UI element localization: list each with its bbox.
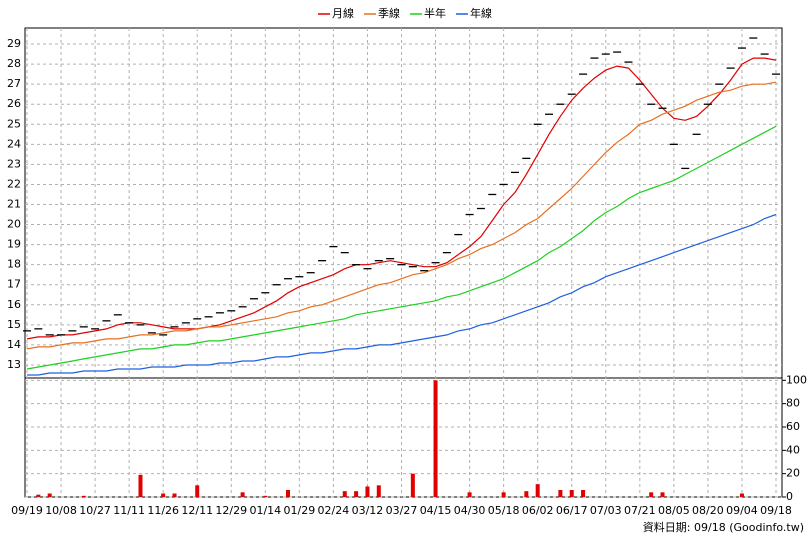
x-tick-label: 02/24 xyxy=(318,504,350,517)
y-tick-label: 13 xyxy=(7,358,21,371)
x-tick-label: 08/05 xyxy=(658,504,690,517)
y-tick-label: 29 xyxy=(7,37,21,50)
y2-tick-label: 0 xyxy=(786,490,793,503)
volume-bar xyxy=(286,490,291,497)
y-tick-label: 25 xyxy=(7,117,21,130)
volume-bar xyxy=(581,490,586,497)
x-tick-label: 07/03 xyxy=(590,504,622,517)
volume-bar xyxy=(354,491,359,497)
volume-bar xyxy=(410,473,415,497)
x-tick-label: 12/11 xyxy=(181,504,213,517)
ma-line xyxy=(26,81,777,350)
x-tick-label: 11/26 xyxy=(147,504,179,517)
volume-bar xyxy=(649,492,654,497)
y2-tick-label: 60 xyxy=(786,420,800,433)
y-tick-label: 21 xyxy=(7,198,21,211)
ma-line xyxy=(26,57,777,340)
y-tick-label: 15 xyxy=(7,318,21,331)
x-tick-label: 03/27 xyxy=(386,504,418,517)
x-tick-label: 05/18 xyxy=(488,504,520,517)
x-tick-label: 03/12 xyxy=(352,504,384,517)
volume-bar xyxy=(81,495,86,497)
y-tick-label: 28 xyxy=(7,57,21,70)
volume-bar xyxy=(342,491,347,497)
legend-label: 年線 xyxy=(470,6,492,20)
y-tick-label: 19 xyxy=(7,238,21,251)
footer: 資料日期: 09/18 (Goodinfo.tw) xyxy=(643,520,804,534)
volume-bar xyxy=(660,492,665,497)
volume-bar xyxy=(535,484,540,497)
x-tick-label: 11/11 xyxy=(113,504,145,517)
volume-bar xyxy=(240,492,245,497)
y-tick-label: 26 xyxy=(7,97,21,110)
x-tick-label: 09/04 xyxy=(726,504,758,517)
volume-bar xyxy=(501,492,506,497)
y-tick-label: 16 xyxy=(7,298,21,311)
volume-bar xyxy=(739,493,744,497)
legend-label: 半年 xyxy=(424,6,446,20)
volume-bar xyxy=(467,492,472,497)
volume-bar xyxy=(558,490,563,497)
volume-bar xyxy=(524,491,529,497)
volume-bar xyxy=(263,495,268,497)
x-tick-label: 08/20 xyxy=(692,504,724,517)
volume-bar xyxy=(36,494,41,497)
y-tick-label: 23 xyxy=(7,157,21,170)
y2-tick-label: 20 xyxy=(786,467,800,480)
x-tick-label: 01/29 xyxy=(284,504,316,517)
x-tick-label: 09/18 xyxy=(760,504,792,517)
y2-tick-label: 80 xyxy=(786,397,800,410)
x-tick-label: 04/30 xyxy=(454,504,486,517)
y-tick-label: 14 xyxy=(7,338,21,351)
y2-tick-label: 40 xyxy=(786,443,800,456)
y-tick-label: 20 xyxy=(7,218,21,231)
volume-bar xyxy=(161,493,166,497)
volume-bar xyxy=(376,485,381,497)
x-tick-label: 01/14 xyxy=(249,504,281,517)
volume-bar xyxy=(195,485,200,497)
volume-bar xyxy=(433,380,438,497)
volume-bar xyxy=(138,474,143,497)
legend-label: 月線 xyxy=(332,6,354,20)
volume-bar xyxy=(365,486,370,497)
volume-bar xyxy=(172,493,177,497)
x-tick-label: 06/02 xyxy=(522,504,554,517)
x-tick-label: 07/21 xyxy=(624,504,656,517)
x-tick-label: 06/17 xyxy=(556,504,588,517)
y-tick-label: 18 xyxy=(7,258,21,271)
x-tick-label: 10/27 xyxy=(79,504,111,517)
ma-line xyxy=(26,125,777,370)
y2-tick-label: 100 xyxy=(786,373,807,386)
volume-bar xyxy=(569,490,574,497)
y-tick-label: 24 xyxy=(7,137,21,150)
x-tick-label: 10/08 xyxy=(45,504,77,517)
y-tick-label: 22 xyxy=(7,177,21,190)
x-tick-label: 12/29 xyxy=(215,504,247,517)
y-tick-label: 27 xyxy=(7,77,21,90)
ma-line xyxy=(27,213,777,376)
legend-label: 季線 xyxy=(378,6,400,20)
y-tick-label: 17 xyxy=(7,278,21,291)
volume-bar xyxy=(47,493,52,497)
x-tick-label: 09/19 xyxy=(11,504,43,517)
x-tick-label: 04/15 xyxy=(420,504,452,517)
